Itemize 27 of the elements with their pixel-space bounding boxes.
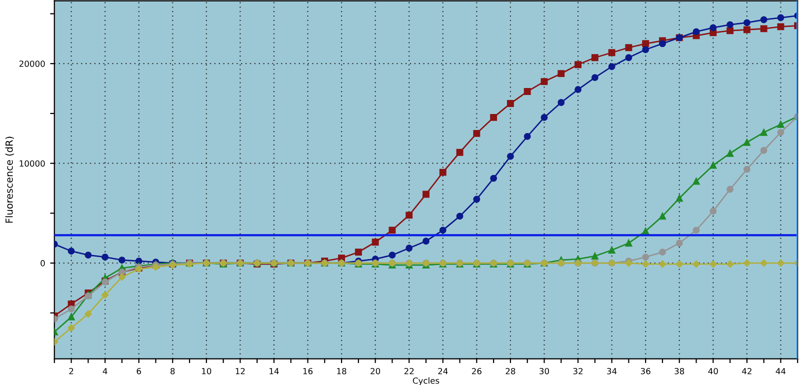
x-tick-label: 30 [540, 368, 549, 374]
x-tick-label: 2 [69, 368, 74, 374]
x-tick-label: 44 [776, 368, 786, 374]
x-tick-label: 12 [236, 368, 245, 374]
x-tick-label: 14 [270, 368, 279, 374]
x-tick-label: 32 [573, 368, 582, 374]
x-axis-title: Cycles [412, 377, 440, 385]
x-tick-label: 8 [170, 368, 175, 374]
x-tick-label: 4 [102, 368, 108, 374]
x-tick-label: 20 [370, 368, 380, 374]
x-tick-label: 42 [742, 368, 752, 374]
x-tick-label: 26 [472, 368, 482, 374]
y-tick-label: 0 [40, 260, 45, 266]
x-tick-label: 10 [202, 368, 212, 374]
y-axis-title: Fluorescence (dR) [5, 136, 14, 223]
x-tick-label: 22 [404, 368, 414, 374]
x-tick-label: 16 [303, 368, 313, 374]
x-tick-label: 24 [438, 368, 448, 374]
y-tick-label: 20000 [19, 60, 45, 67]
x-tick-label: 40 [708, 368, 718, 374]
x-tick-label: 38 [674, 368, 684, 374]
x-tick-label: 6 [136, 368, 141, 374]
x-tick-label: 28 [506, 368, 516, 374]
x-tick-label: 34 [607, 368, 617, 374]
x-tick-label: 18 [337, 368, 346, 374]
x-tick-label: 36 [640, 368, 650, 374]
y-tick-label: 10000 [20, 160, 45, 167]
